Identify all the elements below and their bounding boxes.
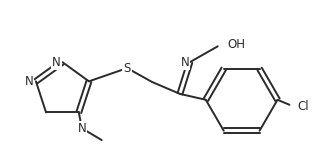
Text: OH: OH <box>228 38 246 51</box>
Text: N: N <box>25 75 33 88</box>
Text: N: N <box>52 56 61 69</box>
Text: Cl: Cl <box>297 100 309 113</box>
Text: N: N <box>180 56 189 69</box>
Text: S: S <box>123 62 131 75</box>
Text: N: N <box>77 122 86 135</box>
